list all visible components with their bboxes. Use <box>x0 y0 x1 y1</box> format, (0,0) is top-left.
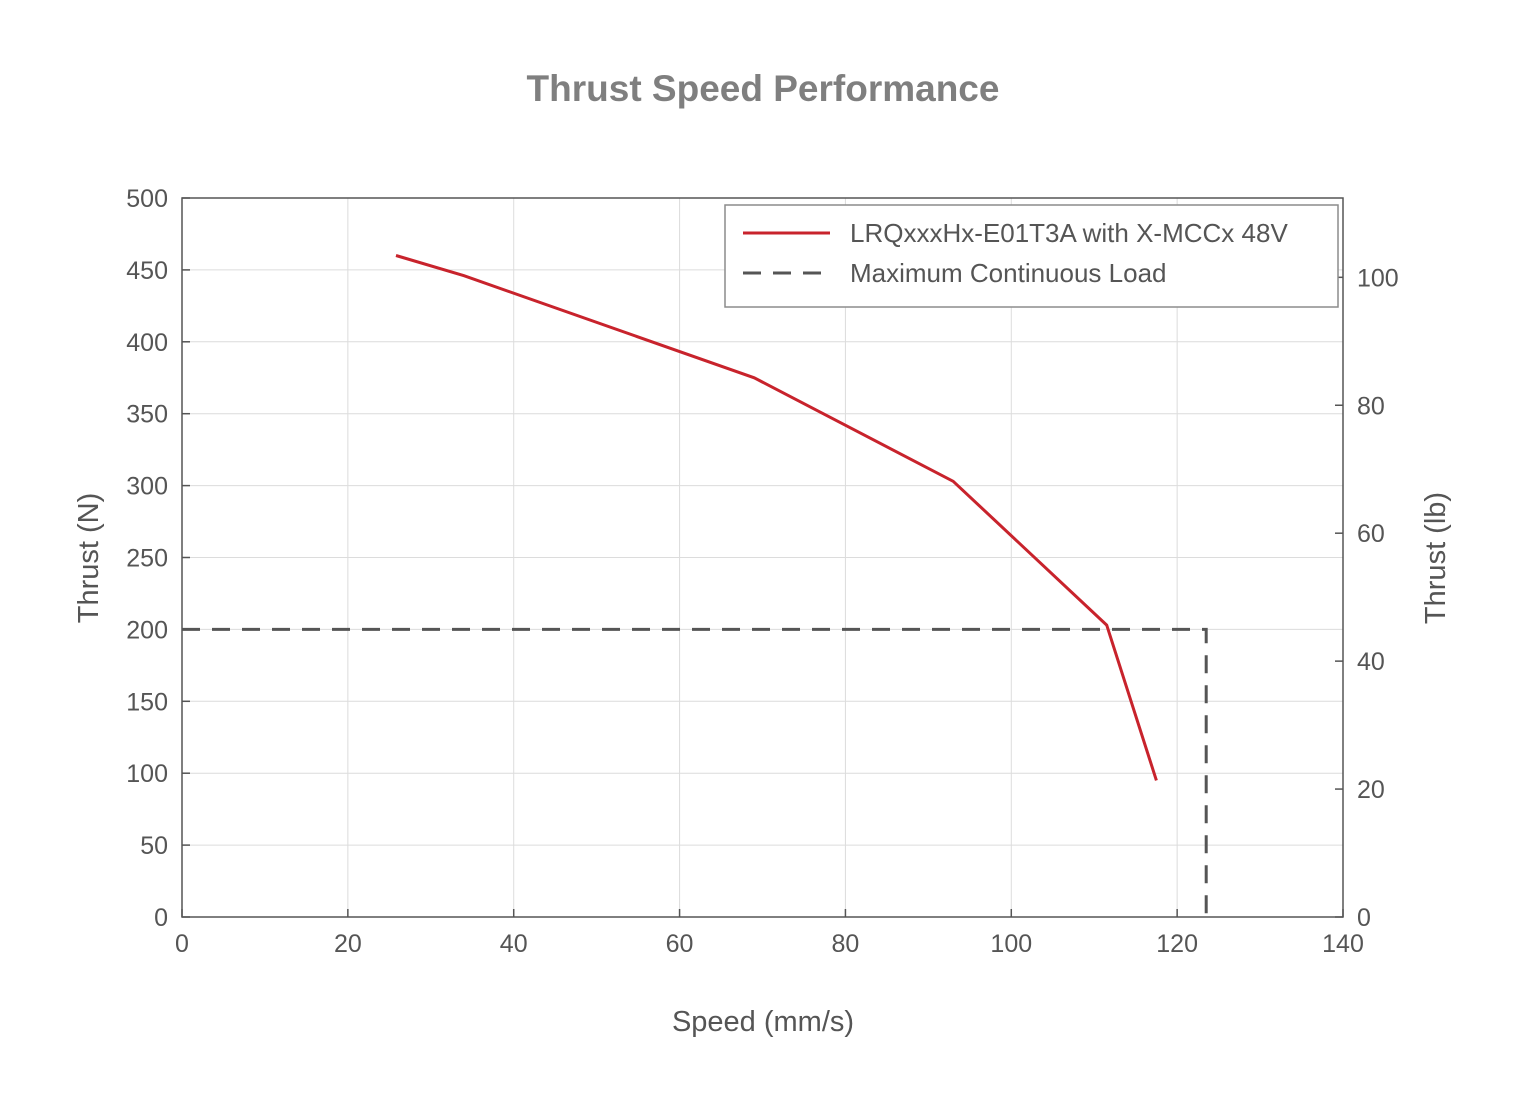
legend: LRQxxxHx-E01T3A with X-MCCx 48V Maximum … <box>724 204 1339 308</box>
x-tick-label: 120 <box>1156 930 1198 958</box>
legend-box <box>724 204 1339 308</box>
y2-axis-label: Thrust (lb) <box>1420 492 1452 624</box>
y-axis-label: Thrust (N) <box>73 493 105 624</box>
y2-tick-label: 40 <box>1357 648 1385 676</box>
y2-tick-label: 60 <box>1357 520 1385 548</box>
x-tick-label: 60 <box>666 930 694 958</box>
y-tick-label: 450 <box>126 257 168 285</box>
y-tick-label: 350 <box>126 401 168 429</box>
series-layer <box>182 254 1208 917</box>
x-tick-label: 40 <box>500 930 528 958</box>
axis-ticks: 0 20 40 60 80 100 120 1400501001502002503003504… <box>126 185 1398 958</box>
legend-label-series-1: LRQxxxHx-E01T3A with X-MCCx 48V <box>850 218 1288 248</box>
legend-label-series-2: Maximum Continuous Load <box>850 258 1167 288</box>
y2-tick-label: 100 <box>1357 264 1399 292</box>
x-axis-label: Speed (mm/s) <box>672 1006 854 1038</box>
y-tick-label: 150 <box>126 688 168 716</box>
x-tick-label: 80 <box>832 930 860 958</box>
x-tick-label: 100 <box>990 930 1032 958</box>
y-tick-label: 400 <box>126 329 168 357</box>
y-tick-label: 300 <box>126 473 168 501</box>
x-tick-label: 20 <box>334 930 362 958</box>
y-tick-label: 0 <box>154 904 168 932</box>
y2-tick-label: 20 <box>1357 776 1385 804</box>
y-tick-label: 50 <box>140 832 168 860</box>
y-tick-label: 500 <box>126 185 168 213</box>
y-tick-label: 200 <box>126 616 168 644</box>
chart-title: Thrust Speed Performance <box>527 68 1000 109</box>
x-tick-label: 140 <box>1322 930 1364 958</box>
y2-tick-label: 0 <box>1357 904 1371 932</box>
y2-tick-label: 80 <box>1357 392 1385 420</box>
y-tick-label: 250 <box>126 545 168 573</box>
y-tick-label: 100 <box>126 760 168 788</box>
x-tick-label: 0 <box>175 930 189 958</box>
series-line-1 <box>395 254 1158 781</box>
series-line-2 <box>182 627 1208 917</box>
